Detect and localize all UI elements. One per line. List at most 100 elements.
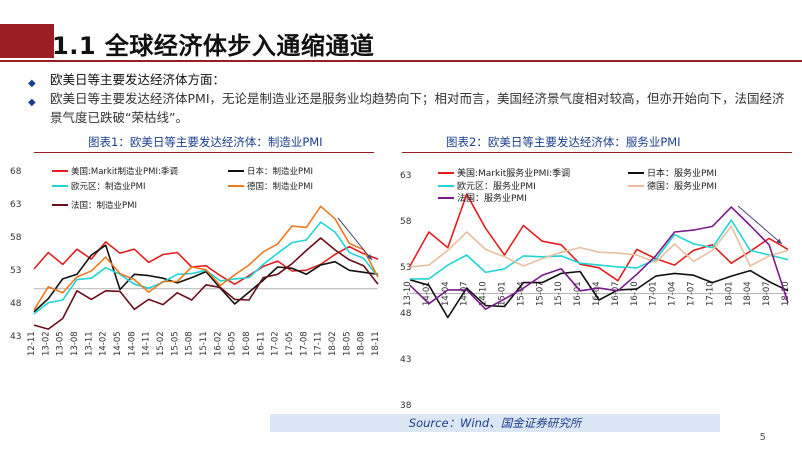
arrow-head-icon bbox=[776, 238, 782, 244]
diamond-bullet-icon: ◆ bbox=[28, 97, 36, 108]
trend-arrow bbox=[337, 217, 373, 261]
x-tick-label: 14-04 bbox=[441, 281, 451, 306]
series-line-3 bbox=[409, 225, 789, 268]
x-tick-label: 15-08 bbox=[185, 331, 195, 356]
x-tick-label: 13-11 bbox=[84, 331, 94, 356]
diamond-bullet-icon: ◆ bbox=[28, 78, 36, 89]
x-tick-label: 18-01 bbox=[724, 281, 734, 306]
series-line-1 bbox=[409, 269, 789, 319]
x-tick-label: 14-05 bbox=[113, 331, 123, 356]
x-tick-label: 17-02 bbox=[271, 331, 281, 356]
legend-label: 日本：服务业PMI bbox=[647, 167, 717, 179]
x-tick-label: 13-08 bbox=[70, 331, 80, 356]
series-line-0 bbox=[409, 193, 789, 282]
legend-label: 日本：制造业PMI bbox=[247, 166, 313, 177]
x-tick-label: 17-04 bbox=[668, 281, 678, 306]
x-tick-label: 16-02 bbox=[213, 331, 223, 356]
page-title: 1.1 全球经济体步入通缩通道 bbox=[52, 32, 375, 60]
x-tick-label: 15-11 bbox=[199, 331, 209, 356]
chart1-caption-rule bbox=[34, 152, 374, 153]
legend-label: 法国：制造业PMI bbox=[71, 200, 137, 211]
y-tick-label: 63 bbox=[10, 200, 21, 210]
y-tick-label: 58 bbox=[400, 217, 412, 227]
bullet-item-2: ◆ 欧美日等主要发达经济体PMI，无论是制造业还是服务业均趋势向下；相对而言，美… bbox=[28, 89, 788, 127]
x-tick-label: 15-01 bbox=[498, 281, 508, 306]
x-tick-label: 13-10 bbox=[403, 281, 413, 306]
x-tick-label: 16-04 bbox=[592, 281, 602, 306]
x-tick-label: 16-01 bbox=[573, 281, 583, 306]
legend-label: 欧元区：制造业PMI bbox=[71, 181, 145, 192]
legend-label: 德国：制造业PMI bbox=[247, 181, 313, 192]
y-tick-label: 53 bbox=[400, 263, 411, 273]
legend-label: 欧元区：服务业PMI bbox=[457, 180, 536, 192]
y-tick-label: 48 bbox=[10, 299, 22, 309]
source-text: Source：Wind、国金证券研究所 bbox=[408, 416, 582, 430]
x-tick-label: 17-10 bbox=[705, 281, 715, 306]
y-tick-label: 43 bbox=[400, 355, 411, 365]
y-tick-label: 43 bbox=[10, 332, 21, 342]
x-tick-label: 16-08 bbox=[242, 331, 252, 356]
x-tick-label: 14-01 bbox=[422, 281, 432, 306]
x-tick-label: 18-08 bbox=[357, 331, 367, 356]
y-tick-label: 68 bbox=[10, 167, 22, 177]
x-tick-label: 18-02 bbox=[328, 331, 338, 356]
x-tick-label: 17-05 bbox=[285, 331, 295, 356]
legend-label: 美国:Markit服务业PMI:季调 bbox=[457, 167, 570, 179]
x-tick-label: 17-08 bbox=[299, 331, 309, 356]
x-tick-label: 15-10 bbox=[554, 281, 564, 306]
legend-label: 德国：服务业PMI bbox=[647, 180, 717, 192]
y-tick-label: 48 bbox=[400, 309, 412, 319]
x-tick-label: 14-10 bbox=[479, 281, 489, 306]
arrow-head-icon bbox=[366, 254, 372, 260]
x-tick-label: 15-05 bbox=[170, 331, 180, 356]
x-tick-label: 18-05 bbox=[342, 331, 352, 356]
x-tick-label: 13-05 bbox=[56, 331, 66, 356]
series-line-2 bbox=[410, 219, 789, 280]
bullet-list: ◆ 欧美日等主要发达经济体方面： ◆ 欧美日等主要发达经济体PMI，无论是制造业… bbox=[28, 70, 788, 127]
series-line-1 bbox=[33, 244, 379, 313]
series-line-2 bbox=[33, 221, 379, 315]
x-tick-label: 16-10 bbox=[630, 281, 640, 306]
title-bar: 1.1 全球经济体步入通缩通道 bbox=[0, 24, 802, 64]
source-bar: Source：Wind、国金证券研究所 bbox=[270, 414, 720, 432]
x-tick-label: 16-11 bbox=[256, 331, 266, 356]
x-tick-label: 15-04 bbox=[516, 281, 526, 306]
series-line-4 bbox=[409, 206, 789, 310]
x-tick-label: 18-10 bbox=[781, 281, 791, 306]
bullet-text-1: 欧美日等主要发达经济体方面： bbox=[50, 72, 226, 87]
y-tick-label: 53 bbox=[10, 266, 21, 276]
y-tick-label: 58 bbox=[10, 233, 22, 243]
x-tick-label: 16-05 bbox=[228, 331, 238, 356]
x-tick-label: 13-02 bbox=[41, 331, 51, 356]
chart2-caption: 图表2：欧美日等主要发达经济体：服务业PMI bbox=[446, 135, 681, 149]
chart2-caption-rule bbox=[402, 152, 792, 153]
x-tick-label: 17-11 bbox=[314, 331, 324, 356]
series-line-3 bbox=[33, 205, 379, 311]
x-tick-label: 18-07 bbox=[762, 281, 772, 306]
x-tick-label: 18-04 bbox=[743, 281, 753, 306]
x-tick-label: 18-11 bbox=[371, 331, 381, 356]
x-tick-label: 12-11 bbox=[27, 331, 37, 356]
manufacturing-pmi-chart: 68 63 58 53 48 43 12-11 13-02 13-05 13-08 13-11 14-… bbox=[10, 166, 381, 356]
chart1-caption: 图表1：欧美日等主要发达经济体：制造业PMI bbox=[88, 135, 323, 149]
x-tick-label: 14-02 bbox=[99, 331, 109, 356]
x-tick-label: 15-07 bbox=[535, 281, 545, 306]
x-tick-label: 14-08 bbox=[127, 331, 137, 356]
trend-arrow bbox=[737, 205, 783, 245]
page-number: 5 bbox=[759, 432, 766, 443]
legend-label: 美国:Markit制造业PMI:季调 bbox=[71, 166, 178, 177]
x-tick-label: 15-02 bbox=[156, 331, 166, 356]
x-tick-label: 14-07 bbox=[460, 281, 470, 306]
y-tick-label: 38 bbox=[400, 401, 412, 411]
services-pmi-chart: 63 58 53 48 43 38 13-10 14-01 14-04 14-07 14-10 15-… bbox=[400, 167, 791, 411]
series-line-4 bbox=[33, 237, 379, 330]
x-tick-label: 16-07 bbox=[611, 281, 621, 306]
bullet-text-2: 欧美日等主要发达经济体PMI，无论是制造业还是服务业均趋势向下；相对而言，美国经… bbox=[50, 91, 785, 125]
x-tick-label: 14-11 bbox=[142, 331, 152, 356]
x-tick-label: 17-07 bbox=[687, 281, 697, 306]
title-rule bbox=[0, 60, 802, 62]
x-tick-label: 17-01 bbox=[649, 281, 659, 306]
title-accent-block bbox=[0, 24, 54, 58]
y-tick-label: 63 bbox=[400, 171, 411, 181]
bullet-item-1: ◆ 欧美日等主要发达经济体方面： bbox=[28, 70, 788, 89]
